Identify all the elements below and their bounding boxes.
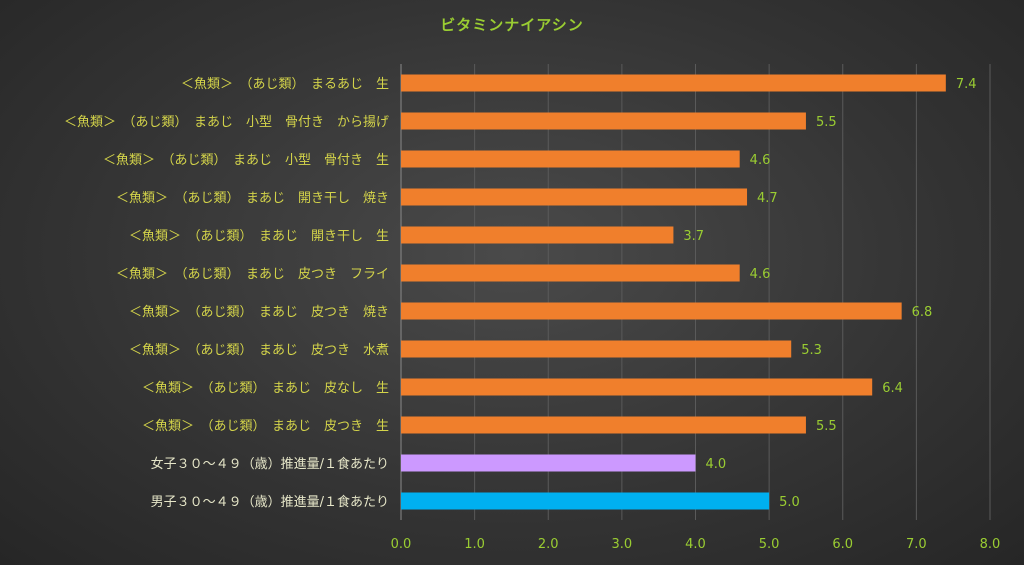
value-label: 5.0 — [779, 495, 800, 510]
bar — [401, 150, 740, 168]
category-label: ＜魚類＞ （あじ類） まるあじ 生 — [181, 77, 389, 92]
value-label: 4.6 — [750, 153, 771, 168]
category-label: 男子３０～４９（歳）推進量/１食あたり — [151, 494, 389, 510]
category-label: ＜魚類＞ （あじ類） まあじ 皮なし 生 — [142, 381, 389, 396]
value-label: 6.8 — [912, 305, 933, 320]
category-label: ＜魚類＞ （あじ類） まあじ 小型 骨付き 生 — [103, 153, 389, 168]
x-tick-label: 6.0 — [832, 537, 853, 552]
bar — [401, 112, 806, 130]
category-label: ＜魚類＞ （あじ類） まあじ 小型 骨付き から揚げ — [64, 114, 389, 130]
value-label: 4.7 — [757, 191, 778, 206]
bar — [401, 340, 792, 358]
chart-title: ビタミンナイアシン — [440, 16, 584, 34]
bar — [401, 454, 696, 472]
bar — [401, 492, 770, 510]
category-label: ＜魚類＞ （あじ類） まあじ 開き干し 焼き — [116, 191, 389, 206]
category-label: ＜魚類＞ （あじ類） まあじ 開き干し 生 — [129, 229, 389, 244]
bar — [401, 416, 806, 434]
bar — [401, 264, 740, 282]
value-label: 5.5 — [816, 115, 837, 130]
bar — [401, 226, 674, 244]
x-tick-label: 7.0 — [906, 537, 927, 552]
x-tick-label: 8.0 — [980, 537, 1001, 552]
bar — [401, 302, 902, 320]
value-label: 6.4 — [882, 381, 903, 396]
value-label: 5.3 — [801, 343, 822, 358]
x-tick-label: 1.0 — [464, 537, 485, 552]
category-label: ＜魚類＞ （あじ類） まあじ 皮つき 水煮 — [129, 343, 389, 358]
value-label: 3.7 — [683, 229, 704, 244]
category-label: ＜魚類＞ （あじ類） まあじ 皮つき フライ — [116, 267, 389, 282]
x-tick-label: 5.0 — [759, 537, 780, 552]
bar — [401, 188, 748, 206]
x-tick-label: 4.0 — [685, 537, 706, 552]
value-label: 7.4 — [956, 77, 977, 92]
x-tick-label: 2.0 — [538, 537, 559, 552]
bar — [401, 378, 873, 396]
category-label: ＜魚類＞ （あじ類） まあじ 皮つき 焼き — [129, 305, 389, 320]
value-label: 5.5 — [816, 419, 837, 434]
category-label: ＜魚類＞ （あじ類） まあじ 皮つき 生 — [142, 419, 389, 434]
x-tick-label: 3.0 — [612, 537, 633, 552]
category-label: 女子３０～４９（歳）推進量/１食あたり — [151, 456, 389, 472]
bar — [401, 74, 946, 92]
x-tick-label: 0.0 — [391, 537, 412, 552]
value-label: 4.0 — [706, 457, 727, 472]
value-label: 4.6 — [750, 267, 771, 282]
